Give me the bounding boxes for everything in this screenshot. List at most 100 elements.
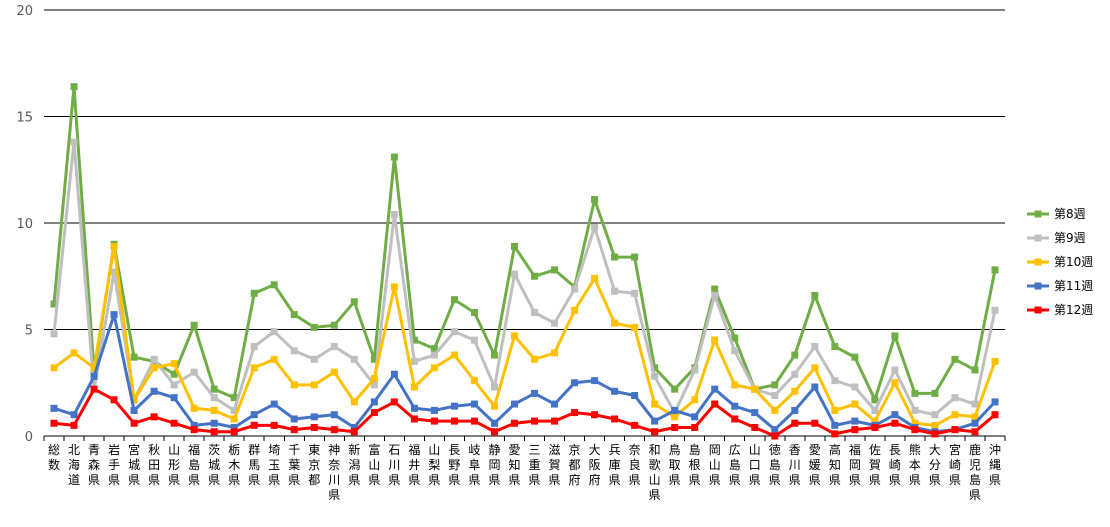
data-point <box>831 430 839 438</box>
data-point <box>791 406 799 414</box>
data-point <box>951 355 959 363</box>
data-point <box>771 381 779 389</box>
x-tick-label: 千葉県 <box>288 443 300 487</box>
data-point <box>410 357 418 365</box>
data-point <box>430 417 438 425</box>
data-point <box>430 351 438 359</box>
data-point <box>551 319 559 327</box>
x-tick-label: 佐賀県 <box>869 443 881 487</box>
data-point <box>390 153 398 161</box>
data-point <box>711 291 719 299</box>
series-group <box>50 83 999 404</box>
data-point <box>90 385 98 393</box>
data-point <box>551 349 559 357</box>
data-point <box>370 381 378 389</box>
data-point <box>971 400 979 408</box>
data-point <box>871 423 879 431</box>
data-point <box>290 426 298 434</box>
data-point <box>831 343 839 351</box>
data-point <box>551 266 559 274</box>
data-point <box>991 398 999 406</box>
data-point <box>510 400 518 408</box>
data-point <box>991 357 999 365</box>
series-group <box>50 242 999 429</box>
legend-swatch-marker <box>1034 306 1042 314</box>
data-point <box>531 389 539 397</box>
data-point <box>130 396 138 404</box>
data-point <box>591 377 599 385</box>
data-point <box>290 415 298 423</box>
data-point <box>350 398 358 406</box>
x-tick-label: 福岡県 <box>849 442 861 487</box>
data-point <box>70 421 78 429</box>
legend-swatch-marker <box>1034 258 1042 266</box>
data-point <box>651 428 659 436</box>
x-tick-label: 香川県 <box>789 443 801 487</box>
data-point <box>931 389 939 397</box>
data-point <box>70 138 78 146</box>
x-tick-label: 長崎県 <box>889 443 901 487</box>
y-axis: 0 5 10 15 20 <box>16 4 33 445</box>
data-point <box>891 411 899 419</box>
x-tick-label: 岩手県 <box>108 442 120 487</box>
legend-swatch-marker <box>1034 234 1042 242</box>
data-point <box>410 383 418 391</box>
x-tick-label: 山梨県 <box>428 443 440 487</box>
data-point <box>871 417 879 425</box>
data-point <box>270 421 278 429</box>
data-point <box>671 406 679 414</box>
data-point <box>490 383 498 391</box>
data-point <box>831 406 839 414</box>
data-point <box>230 428 238 436</box>
data-point <box>811 343 819 351</box>
data-point <box>931 430 939 438</box>
x-tick-label: 兵庫県 <box>609 443 621 487</box>
data-point <box>611 387 619 395</box>
data-point <box>831 377 839 385</box>
data-point <box>911 419 919 427</box>
x-tick-label: 大分県 <box>929 443 941 487</box>
data-point <box>611 253 619 261</box>
x-tick-label: 神奈川県 <box>328 443 340 502</box>
data-point <box>731 347 739 355</box>
x-tick-label: 青森県 <box>88 443 100 487</box>
data-point <box>110 268 118 276</box>
data-point <box>410 336 418 344</box>
data-point <box>711 285 719 293</box>
data-point <box>310 423 318 431</box>
data-point <box>110 396 118 404</box>
data-point <box>871 396 879 404</box>
data-point <box>250 421 258 429</box>
legend-label: 第9週 <box>1054 231 1086 245</box>
y-tick-label: 5 <box>25 324 33 339</box>
data-point <box>390 210 398 218</box>
data-point <box>390 283 398 291</box>
x-tick-label: 熊本県 <box>909 442 921 487</box>
data-point <box>170 394 178 402</box>
legend-item: 第9週 <box>1027 231 1086 245</box>
data-point <box>470 377 478 385</box>
x-tick-label: 三重県 <box>529 443 541 487</box>
legend-swatch-marker <box>1034 210 1042 218</box>
data-point <box>510 270 518 278</box>
data-point <box>270 281 278 289</box>
data-point <box>430 345 438 353</box>
data-point <box>591 223 599 231</box>
data-point <box>991 306 999 314</box>
data-point <box>130 406 138 414</box>
data-point <box>991 411 999 419</box>
x-tick-label: 愛媛県 <box>809 443 821 487</box>
data-point <box>290 381 298 389</box>
x-tick-label: 茨城県 <box>208 443 220 487</box>
series-lines <box>50 83 999 440</box>
data-point <box>70 411 78 419</box>
data-point <box>771 432 779 440</box>
data-point <box>691 413 699 421</box>
data-point <box>931 421 939 429</box>
data-point <box>490 428 498 436</box>
data-point <box>831 421 839 429</box>
data-point <box>611 287 619 295</box>
x-tick-label: 滋賀県 <box>549 443 561 487</box>
data-point <box>330 368 338 376</box>
